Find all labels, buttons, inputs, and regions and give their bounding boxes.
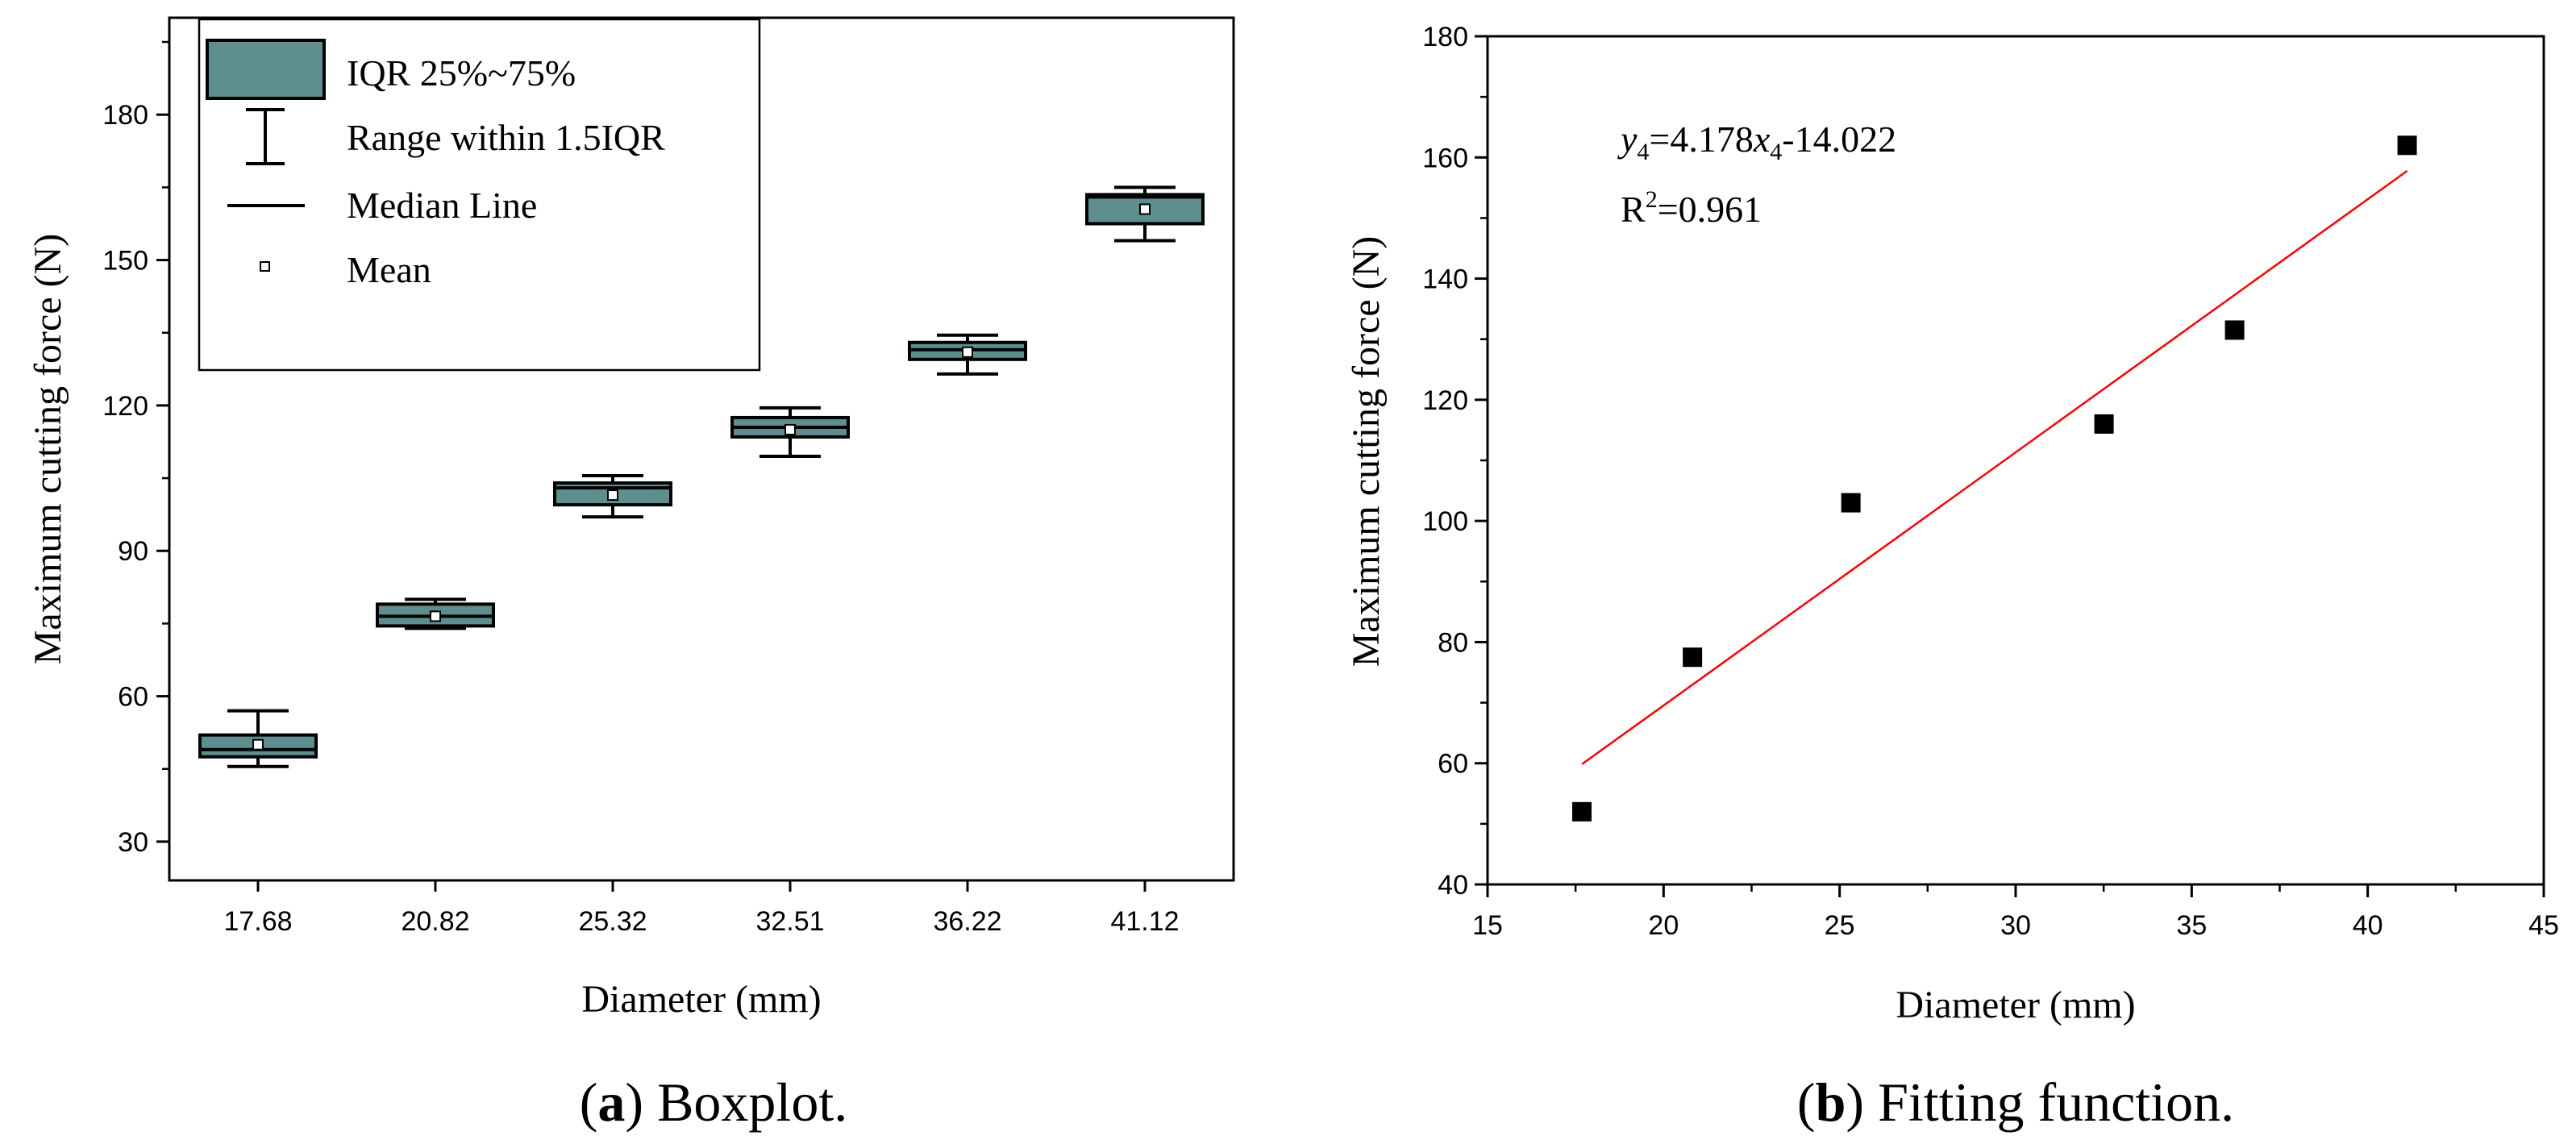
plot-a-x-ticks: 17.68 20.82 25.32 32.51 36.22 41.12: [223, 880, 1180, 937]
plot-b-y-tick-label: 160: [1422, 143, 1468, 173]
caption-b-text: Fitting function.: [1864, 1071, 2234, 1133]
plot-a-x-tick-label: 36.22: [933, 906, 1001, 937]
plot-a-y-tick-label: 180: [102, 100, 148, 131]
legend-mean-symbol: [260, 261, 270, 272]
plot-a-boxes: [198, 185, 1205, 768]
plot-a-y-tick-label: 90: [118, 536, 148, 567]
plot-a-frame: [168, 16, 1235, 882]
data-point: [1683, 647, 1703, 668]
plot-a-y-tick-label: 150: [102, 246, 148, 277]
plot-b-x-tick-label: 35: [2176, 910, 2207, 941]
legend-iqr-swatch: [206, 39, 326, 100]
plot-b-x-tick-label: 15: [1472, 910, 1503, 941]
plot-b-y-tick-label: 40: [1438, 870, 1468, 901]
eq-y-sub: 4: [1637, 139, 1649, 165]
plot-b-y-axis-title: Maximum cutting force (N): [1345, 236, 1388, 668]
mean-marker: [1139, 203, 1151, 215]
eq-rest: -14.022: [1782, 119, 1896, 160]
data-point: [2397, 135, 2417, 156]
plot-b-x-ticks: 15 20 25 30 35 40 45: [1472, 884, 2559, 941]
caption-b-letter: b: [1816, 1071, 1846, 1133]
eq-x: x: [1753, 119, 1771, 160]
fit-equation: y4=4.178x4-14.022: [1617, 119, 1896, 165]
plot-b-points: [1572, 135, 2417, 822]
plot-a-y-axis-title: Maximum cutting force (N): [27, 234, 69, 665]
caption-a: (a) Boxplot.: [580, 1071, 847, 1133]
plot-b-x-tick-label: 40: [2353, 910, 2383, 941]
legend-range-label: Range within 1.5IQR: [347, 117, 665, 158]
legend-iqr-label: IQR 25%~75%: [347, 52, 576, 94]
boxplot-panel: 30 60 90 120 150 180 17.68 20.82 25.32 32.51 36.2…: [27, 16, 1235, 1133]
caption-a-letter: a: [597, 1071, 625, 1133]
mean-marker: [962, 346, 973, 358]
eq-y: y: [1617, 119, 1638, 160]
plot-b-y-ticks: 40 60 80 100 120 140 160 180: [1422, 22, 1488, 901]
plot-b-y-tick-label: 140: [1422, 264, 1468, 295]
plot-b-x-axis-title: Diameter (mm): [1896, 984, 2135, 1026]
mean-marker: [252, 739, 264, 751]
plot-a-x-axis-title: Diameter (mm): [581, 978, 821, 1021]
mean-marker: [607, 489, 618, 501]
plot-a-x-tick-label: 32.51: [755, 906, 824, 937]
caption-a-text: Boxplot.: [643, 1071, 847, 1133]
plot-a-x-tick-label: 25.32: [578, 906, 647, 937]
plot-b-x-tick-label: 45: [2528, 910, 2559, 941]
data-point: [2094, 414, 2114, 434]
fit-line: [1581, 169, 2408, 765]
plot-a-y-tick-label: 120: [102, 391, 148, 422]
plot-b-y-tick-label: 60: [1438, 749, 1468, 780]
r2-r: R: [1621, 189, 1646, 230]
plot-b-y-tick-label: 100: [1422, 506, 1468, 537]
legend-mean-label: Mean: [347, 249, 431, 290]
plot-b-y-tick-label: 180: [1422, 22, 1468, 52]
plot-a-x-tick-label: 17.68: [223, 906, 292, 937]
legend-median-label: Median Line: [347, 185, 537, 226]
r2-exp: 2: [1646, 186, 1658, 213]
plot-a-y-tick-label: 30: [118, 827, 148, 858]
caption-b: (b) Fitting function.: [1797, 1071, 2234, 1133]
plot-a-y-ticks: 30 60 90 120 150 180: [102, 40, 169, 858]
data-point: [2224, 320, 2245, 340]
plot-a-x-tick-label: 20.82: [401, 906, 469, 937]
plot-b-x-tick-label: 30: [2000, 910, 2031, 941]
plot-a-x-tick-label: 41.12: [1110, 906, 1179, 937]
plot-b-y-tick-label: 120: [1422, 385, 1468, 416]
data-point: [1572, 801, 1592, 822]
eq-middle: =4.178: [1649, 119, 1753, 160]
plot-a-y-tick-label: 60: [118, 682, 148, 713]
r2-value: =0.961: [1658, 189, 1762, 230]
eq-x-sub: 4: [1770, 139, 1782, 165]
legend: IQR 25%~75% Range within 1.5IQR Median L…: [198, 18, 761, 372]
plot-b-x-tick-label: 25: [1825, 910, 1855, 941]
data-point: [1841, 493, 1861, 513]
plot-b-x-tick-label: 20: [1648, 910, 1679, 941]
r-squared: R2=0.961: [1621, 186, 1762, 230]
plot-b-y-tick-label: 80: [1438, 627, 1468, 658]
mean-marker: [784, 423, 796, 435]
mean-marker: [430, 610, 441, 622]
